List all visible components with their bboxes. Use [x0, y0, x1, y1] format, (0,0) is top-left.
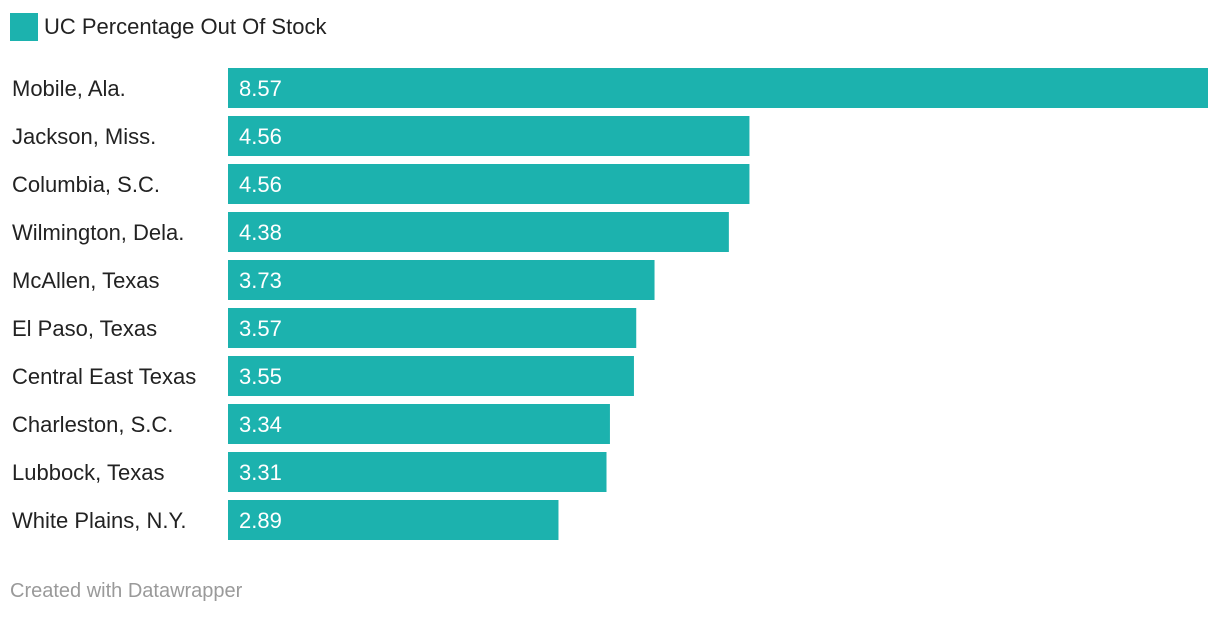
bar-value-label: 4.38	[239, 220, 282, 245]
bar	[228, 116, 750, 156]
bar-value-label: 3.31	[239, 460, 282, 485]
category-label: McAllen, Texas	[12, 268, 160, 293]
bar-value-label: 4.56	[239, 172, 282, 197]
bar	[228, 260, 655, 300]
bar-value-label: 3.55	[239, 364, 282, 389]
category-label: Jackson, Miss.	[12, 124, 156, 149]
bar	[228, 164, 750, 204]
category-label: El Paso, Texas	[12, 316, 157, 341]
category-label: Columbia, S.C.	[12, 172, 160, 197]
bar-value-label: 8.57	[239, 76, 282, 101]
bar	[228, 404, 610, 444]
bar	[228, 500, 559, 540]
bar-chart: Mobile, Ala. 8.57 Jackson, Miss. 4.56 Columb…	[12, 68, 1208, 540]
bar	[228, 452, 607, 492]
category-label: White Plains, N.Y.	[12, 508, 186, 533]
legend-label: UC Percentage Out Of Stock	[44, 14, 327, 39]
bar-value-label: 2.89	[239, 508, 282, 533]
legend: UC Percentage Out Of Stock	[10, 12, 326, 42]
bar	[228, 356, 634, 396]
bar-value-label: 4.56	[239, 124, 282, 149]
bar-value-label: 3.73	[239, 268, 282, 293]
category-label: Central East Texas	[12, 364, 196, 389]
category-label: Wilmington, Dela.	[12, 220, 184, 245]
bar	[228, 308, 637, 348]
bar-value-label: 3.57	[239, 316, 282, 341]
category-label: Lubbock, Texas	[12, 460, 164, 485]
bar	[228, 212, 729, 252]
legend-swatch	[10, 13, 38, 41]
bar-value-label: 3.34	[239, 412, 282, 437]
bar	[228, 68, 1208, 108]
category-label: Mobile, Ala.	[12, 76, 126, 101]
category-label: Charleston, S.C.	[12, 412, 173, 437]
footer-credit: Created with Datawrapper	[10, 580, 243, 602]
